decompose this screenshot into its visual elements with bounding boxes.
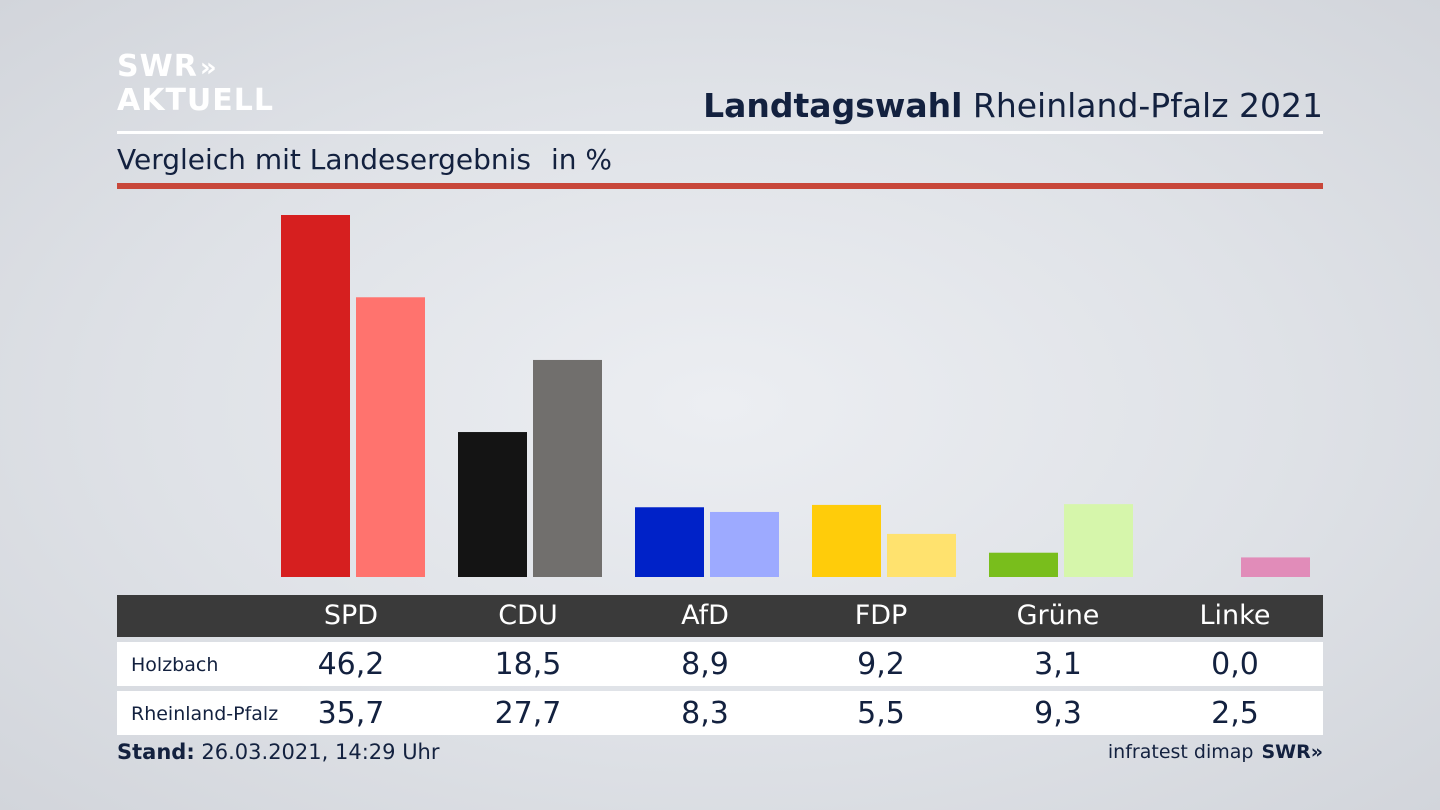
- table-cell: 18,5: [494, 647, 562, 682]
- bar-cdu-rheinland-pfalz: [533, 359, 602, 577]
- table-cell: 2,5: [1211, 696, 1259, 731]
- logo-chevrons: »: [199, 53, 218, 83]
- header-cdu: CDU: [498, 600, 558, 631]
- bar-afd-rheinland-pfalz: [710, 511, 779, 577]
- bar-spd-rheinland-pfalz: [356, 297, 425, 577]
- title-bold: Landtagswahl: [703, 86, 963, 125]
- header-linke: Linke: [1199, 600, 1271, 631]
- subtitle-text: Vergleich mit Landesergebnis: [117, 143, 531, 176]
- row-label: Holzbach: [131, 654, 219, 676]
- timestamp: Stand: 26.03.2021, 14:29 Uhr: [117, 740, 440, 764]
- bar-fdp-rheinland-pfalz: [887, 533, 956, 577]
- logo-line1: SWR: [117, 49, 198, 84]
- row-label: Rheinland-Pfalz: [131, 703, 279, 725]
- table-cell: 0,0: [1211, 647, 1259, 682]
- table-cell: 8,9: [681, 647, 729, 682]
- table-cell: 46,2: [317, 647, 385, 682]
- logo-line2: AKTUELL: [117, 83, 275, 118]
- results-table: SPD CDU AfD FDP Grüne Linke Holzbach 46,…: [117, 595, 1323, 735]
- bar-grüne-holzbach: [989, 552, 1058, 577]
- table-row-rheinland-pfalz: Rheinland-Pfalz 35,7 27,7 8,3 5,5 9,3 2,…: [117, 691, 1323, 735]
- header-afd: AfD: [681, 600, 729, 631]
- bar-afd-holzbach: [635, 507, 704, 577]
- stand-value: 26.03.2021, 14:29 Uhr: [201, 740, 440, 764]
- title-rest: Rheinland-Pfalz 2021: [972, 86, 1323, 125]
- swr-aktuell-logo: SWR» AKTUELL: [117, 52, 274, 116]
- source-label: infratest dimap: [1107, 741, 1254, 763]
- table-cell: 35,7: [317, 696, 385, 731]
- table-header: SPD CDU AfD FDP Grüne Linke: [117, 595, 1323, 637]
- table-cell: 3,1: [1034, 647, 1082, 682]
- table-cell: 27,7: [494, 696, 562, 731]
- accent-rule: [117, 183, 1323, 189]
- table-cell: 5,5: [857, 696, 905, 731]
- source-credit: infratest dimap SWR»: [1108, 741, 1323, 763]
- header-gruene: Grüne: [1016, 600, 1100, 631]
- table-cell: 9,3: [1034, 696, 1082, 731]
- chart-subtitle: Vergleich mit Landesergebnis in %: [117, 143, 612, 176]
- page-title: Landtagswahl Rheinland-Pfalz 2021: [703, 86, 1323, 125]
- table-cell: 8,3: [681, 696, 729, 731]
- swr-brand-mark: SWR»: [1261, 741, 1323, 763]
- bar-grüne-rheinland-pfalz: [1064, 504, 1133, 577]
- header-divider: [117, 131, 1323, 134]
- table-row-holzbach: Holzbach 46,2 18,5 8,9 9,2 3,1 0,0: [117, 642, 1323, 686]
- bar-fdp-holzbach: [812, 504, 881, 577]
- bar-spd-holzbach: [281, 215, 350, 577]
- header-fdp: FDP: [854, 600, 908, 631]
- unit-label: in %: [550, 143, 613, 176]
- table-cell: 9,2: [857, 647, 905, 682]
- bar-linke-rheinland-pfalz: [1241, 557, 1310, 577]
- bar-cdu-holzbach: [458, 432, 527, 577]
- stand-label: Stand:: [117, 740, 195, 764]
- header-spd: SPD: [323, 600, 379, 631]
